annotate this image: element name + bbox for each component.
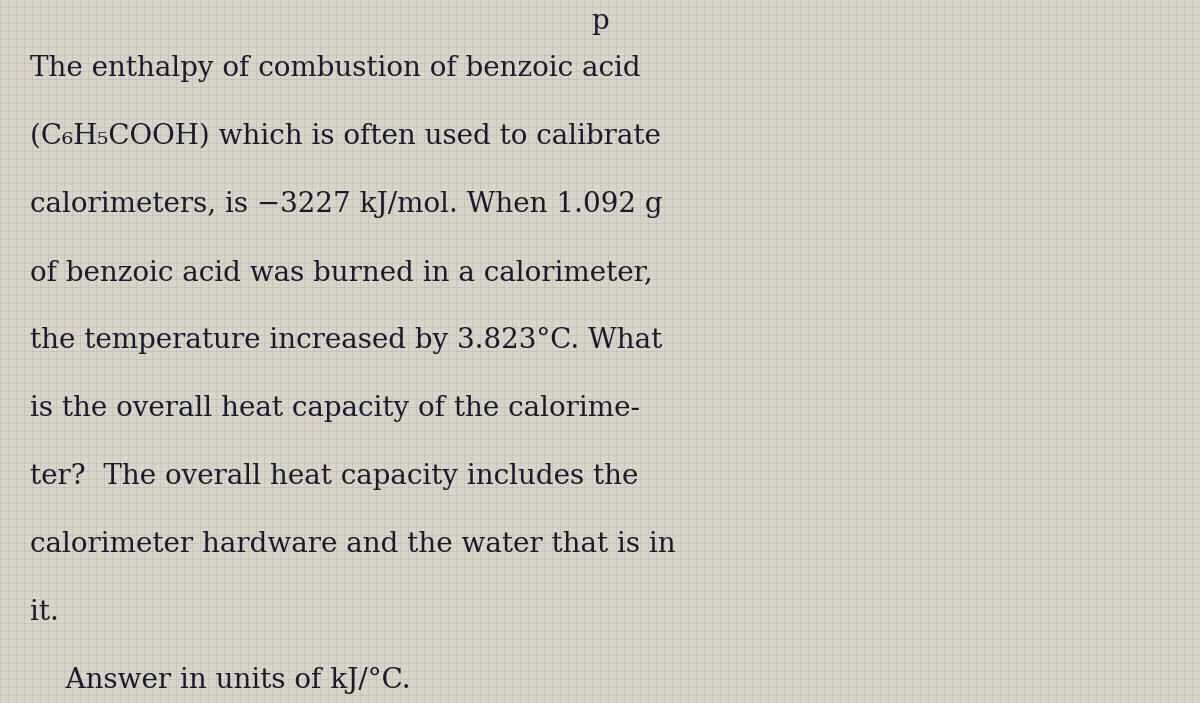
Text: The enthalpy of combustion of benzoic acid: The enthalpy of combustion of benzoic ac… <box>30 55 641 82</box>
Text: of benzoic acid was burned in a calorimeter,: of benzoic acid was burned in a calorime… <box>30 259 653 286</box>
Text: calorimeter hardware and the water that is in: calorimeter hardware and the water that … <box>30 531 676 558</box>
Text: (C₆H₅COOH) which is often used to calibrate: (C₆H₅COOH) which is often used to calibr… <box>30 123 661 150</box>
Text: calorimeters, is −3227 kJ/mol. When 1.092 g: calorimeters, is −3227 kJ/mol. When 1.09… <box>30 191 662 218</box>
Text: the temperature increased by 3.823°C. What: the temperature increased by 3.823°C. Wh… <box>30 327 662 354</box>
Text: p: p <box>592 8 608 35</box>
Text: Answer in units of kJ/°C.: Answer in units of kJ/°C. <box>30 667 410 694</box>
Text: ter?  The overall heat capacity includes the: ter? The overall heat capacity includes … <box>30 463 638 490</box>
Text: is the overall heat capacity of the calorime-: is the overall heat capacity of the calo… <box>30 395 640 422</box>
Text: it.: it. <box>30 599 59 626</box>
